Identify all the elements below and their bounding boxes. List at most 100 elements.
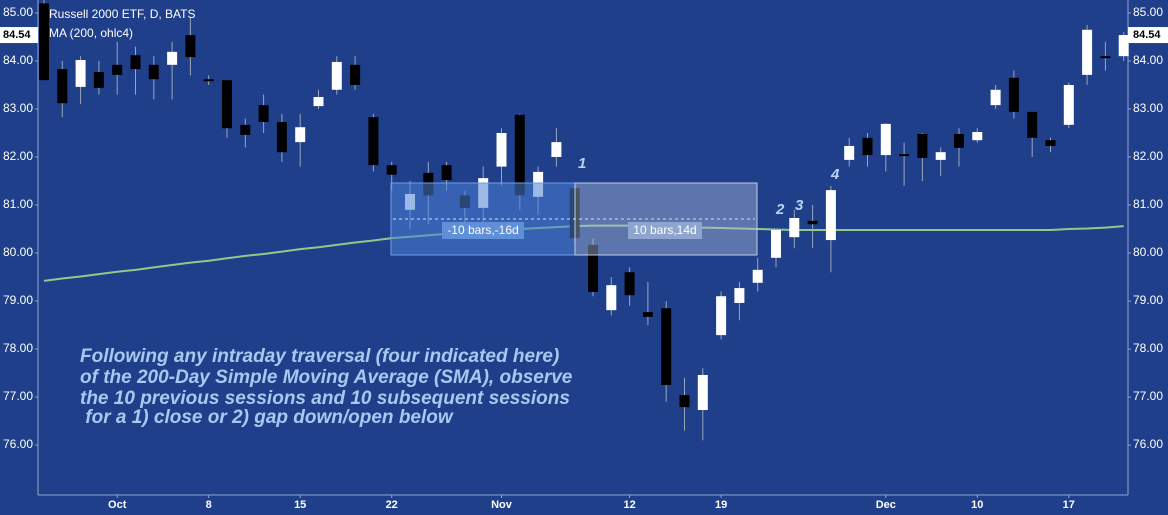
y-tick-label: 76.00: [1133, 437, 1163, 451]
candle-body: [203, 79, 214, 82]
candle-body: [606, 285, 617, 311]
y-tick-label: 84.00: [1133, 53, 1163, 67]
ma-line: [43, 224, 1124, 282]
plot-area: [35, 0, 1131, 498]
candle-body: [350, 64, 361, 85]
y-tick-label: 80.00: [3, 245, 33, 259]
candle-body: [514, 114, 525, 196]
annotation-line: of the 200-Day Simple Moving Average (SM…: [80, 367, 573, 388]
candle-body: [771, 229, 781, 258]
candle-body: [93, 72, 104, 88]
candle-body: [1045, 140, 1056, 146]
candle-body: [313, 96, 324, 107]
candle-body: [661, 308, 672, 386]
measure-label-bg: [628, 222, 702, 239]
y-tick-label: 85.00: [3, 5, 33, 19]
candle-body: [258, 105, 269, 122]
candle-body: [551, 142, 562, 157]
candle-body: [789, 217, 800, 238]
candle-body: [441, 165, 452, 181]
x-tick-label: 8: [206, 499, 212, 511]
indicator-label: MA (200, ohlc4): [49, 26, 133, 40]
marker: 1: [578, 155, 586, 172]
measure-label-bg: [442, 222, 524, 239]
candle-body: [935, 152, 946, 160]
marker: 3: [795, 197, 804, 214]
candle-body: [276, 121, 287, 153]
y-tick-label: 79.00: [3, 293, 33, 307]
candle-body: [954, 133, 964, 148]
y-tick-label: 84.00: [3, 53, 33, 67]
candle-body: [295, 127, 306, 143]
chart-title: Russell 2000 ETF, D, BATS: [49, 7, 196, 21]
candle-body: [642, 312, 653, 317]
measure-label: 10 bars,14d: [633, 223, 696, 237]
y-tick-label: 77.00: [3, 389, 33, 403]
candle-body: [167, 51, 178, 65]
candle-body: [368, 117, 379, 166]
annotation-line: for a 1) close or 2) gap down/open below: [80, 407, 454, 428]
y-tick-label: 82.00: [1133, 149, 1163, 163]
candle-body: [679, 395, 690, 408]
candle-body: [185, 35, 196, 58]
y-tick-label: 85.00: [1133, 5, 1163, 19]
candle-body: [222, 80, 232, 129]
candle-body: [899, 154, 910, 157]
candle-body: [1063, 84, 1074, 125]
candle-body: [862, 137, 873, 156]
y-tick-label: 80.00: [1133, 245, 1163, 259]
measure-label: -10 bars,-16d: [447, 223, 518, 237]
marker: 2: [775, 201, 785, 218]
x-tick-label: 10: [971, 499, 983, 511]
candle-body: [75, 60, 86, 87]
y-tick-label: 83.00: [1133, 101, 1163, 115]
candle-body: [917, 133, 928, 158]
candle-body: [1082, 29, 1093, 75]
candle-body: [496, 132, 507, 167]
y-tick-label: 78.00: [3, 341, 33, 355]
price-tag-label: 84.54: [1133, 29, 1161, 41]
x-tick-label: Nov: [491, 499, 513, 511]
y-tick-label: 79.00: [1133, 293, 1163, 307]
candle-body: [624, 272, 635, 296]
x-tick-label: 19: [715, 499, 727, 511]
candle-body: [1008, 77, 1019, 112]
candle-body: [880, 123, 891, 156]
x-tick-label: 22: [386, 499, 398, 511]
candle-body: [1118, 35, 1129, 57]
candle-body: [588, 244, 598, 292]
price-tag-label: 84.54: [3, 29, 31, 41]
candle-body: [130, 55, 141, 70]
x-tick-label: 15: [294, 499, 306, 511]
y-tick-label: 83.00: [3, 101, 33, 115]
candle-body: [1027, 111, 1038, 138]
y-tick-label: 81.00: [1133, 197, 1163, 211]
candle-body: [386, 165, 397, 175]
candle-body: [807, 220, 818, 225]
candle-body: [39, 3, 49, 81]
candle-body: [844, 145, 855, 160]
candle-body: [57, 69, 68, 104]
x-tick-label: 12: [623, 499, 635, 511]
candle-body: [716, 296, 727, 336]
y-tick-label: 82.00: [3, 149, 33, 163]
candle-body: [825, 190, 836, 241]
x-tick-label: 17: [1063, 499, 1075, 511]
x-tick-label: Dec: [876, 499, 896, 511]
candle-body: [112, 64, 123, 75]
y-tick-label: 77.00: [1133, 389, 1163, 403]
price-tag: [0, 27, 38, 44]
candle-body: [331, 61, 342, 90]
annotation-line: Following any intraday traversal (four i…: [80, 346, 559, 367]
candle-body: [752, 269, 763, 283]
y-tick-label: 81.00: [3, 197, 33, 211]
candle-body: [697, 374, 708, 411]
annotation-line: the 10 previous sessions and 10 subseque…: [80, 388, 570, 409]
marker: 4: [830, 166, 840, 183]
x-tick-label: Oct: [108, 499, 127, 511]
y-tick-label: 76.00: [3, 437, 33, 451]
candle-body: [1100, 56, 1111, 59]
candle-body: [148, 64, 159, 80]
